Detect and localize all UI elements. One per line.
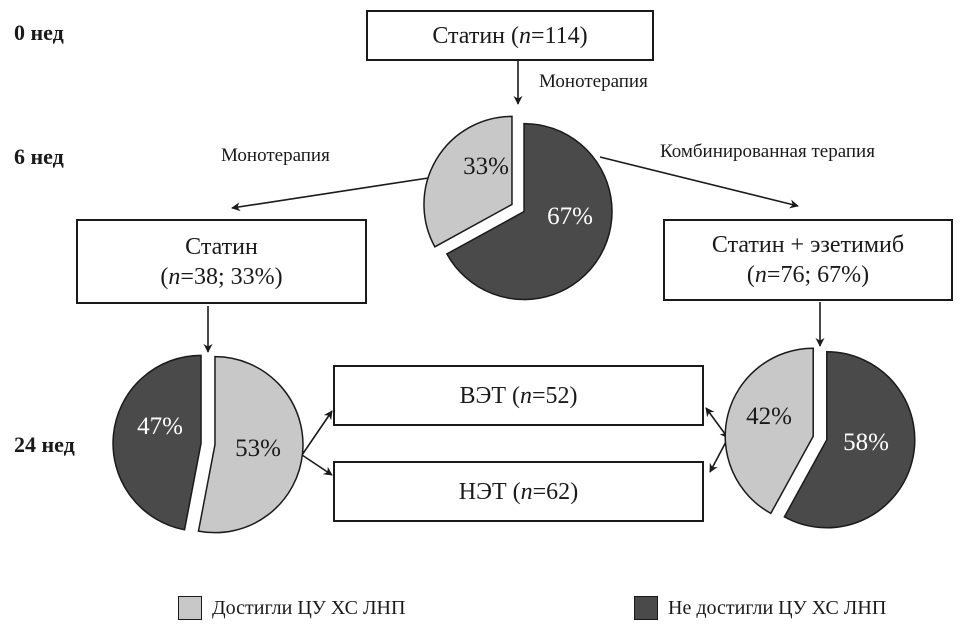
- net-box: НЭТ (n=62): [333, 461, 704, 522]
- statin-start-text: Статин (n=114): [432, 22, 588, 49]
- pie-mono24-achieved-slice: [197, 355, 304, 534]
- legend-not-achieved-swatch: [634, 596, 658, 620]
- statin-ezetimibe-box: Статин + эзетимиб (n=76; 67%): [663, 219, 953, 301]
- legend-achieved-swatch: [178, 596, 202, 620]
- legend-not-achieved-label: Не достигли ЦУ ХС ЛНП: [668, 597, 887, 619]
- pie-week6-achieved-slice: [423, 115, 513, 248]
- arrow-pie-to-vet: [301, 410, 333, 456]
- pie-mono24-achieved-label: 53%: [235, 435, 281, 462]
- pie-combo24-achieved-slice: [724, 347, 814, 515]
- vet-box: ВЭТ (n=52): [333, 365, 704, 426]
- pie-mono24-not-achieved-slice: [112, 354, 202, 531]
- pie-week6-not-achieved-slice: [445, 122, 613, 301]
- pie-mono24-not-achieved-label: 47%: [137, 413, 183, 440]
- net-text: НЭТ (n=62): [458, 478, 579, 505]
- pie-week6-achieved-label: 33%: [463, 153, 509, 180]
- arrow-label-monotherapy-left: Монотерапия: [221, 145, 330, 166]
- statin-mono-detail: (n=38; 33%): [160, 263, 283, 290]
- pie-combo24-not-achieved-label: 58%: [843, 429, 889, 456]
- statin-ezetimibe-title: Статин + эзетимиб: [711, 232, 905, 258]
- arrow-pie-to-net: [301, 454, 333, 476]
- statin-mono-title: Статин: [185, 233, 258, 260]
- week-0-label: 0 нед: [14, 20, 64, 45]
- week-24-label: 24 нед: [14, 432, 75, 457]
- arrow-combo-pie-vet: [705, 407, 729, 439]
- statin-start-box: Статин (n=114): [366, 10, 654, 61]
- pie-combo24-achieved-label: 42%: [746, 403, 792, 430]
- week-6-label: 6 нед: [14, 144, 64, 169]
- legend-achieved-label: Достигли ЦУ ХС ЛНП: [212, 597, 406, 619]
- arrow-to-mono: [231, 176, 436, 212]
- arrow-label-combination: Комбинированная терапия: [660, 141, 875, 162]
- pie-combo24-not-achieved-slice: [783, 350, 916, 529]
- arrow-to-combo: [599, 156, 799, 209]
- statin-mono-box: Статин (n=38; 33%): [76, 219, 367, 304]
- vet-text: ВЭТ (n=52): [459, 382, 578, 409]
- pie-week6-not-achieved-label: 67%: [547, 203, 593, 230]
- statin-ezetimibe-detail: (n=76; 67%): [746, 262, 870, 288]
- arrow-label-monotherapy-top: Монотерапия: [539, 71, 648, 92]
